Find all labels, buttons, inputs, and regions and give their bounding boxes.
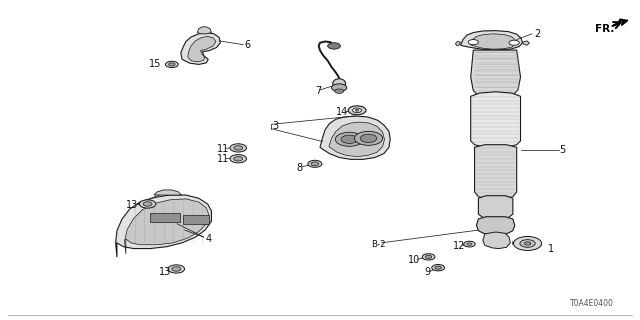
Polygon shape xyxy=(478,196,513,220)
Polygon shape xyxy=(329,122,385,156)
Polygon shape xyxy=(474,145,516,199)
Polygon shape xyxy=(523,41,529,45)
Circle shape xyxy=(355,109,359,111)
Circle shape xyxy=(422,254,435,260)
Circle shape xyxy=(464,241,475,247)
Text: 11: 11 xyxy=(217,154,229,164)
Circle shape xyxy=(230,155,246,163)
Text: 15: 15 xyxy=(149,60,161,69)
Polygon shape xyxy=(180,33,220,64)
Text: FR.: FR. xyxy=(595,24,614,34)
Circle shape xyxy=(353,108,362,113)
Text: 4: 4 xyxy=(205,234,211,244)
Text: 13: 13 xyxy=(159,267,172,277)
Circle shape xyxy=(166,61,178,68)
Circle shape xyxy=(143,202,152,206)
Text: 8: 8 xyxy=(296,163,303,173)
Circle shape xyxy=(328,43,340,49)
Text: B-2: B-2 xyxy=(371,240,385,249)
Circle shape xyxy=(513,236,541,251)
Circle shape xyxy=(509,40,519,45)
Polygon shape xyxy=(476,217,515,235)
Text: 7: 7 xyxy=(315,85,321,96)
FancyBboxPatch shape xyxy=(183,215,209,224)
Polygon shape xyxy=(116,195,211,257)
Circle shape xyxy=(308,160,322,167)
Text: 12: 12 xyxy=(453,241,465,251)
Circle shape xyxy=(432,265,445,271)
Circle shape xyxy=(311,162,319,166)
Circle shape xyxy=(524,242,531,245)
FancyBboxPatch shape xyxy=(150,213,179,222)
Polygon shape xyxy=(470,34,515,49)
Polygon shape xyxy=(461,31,522,50)
Circle shape xyxy=(341,135,358,143)
Circle shape xyxy=(332,84,347,92)
Polygon shape xyxy=(197,27,211,34)
Polygon shape xyxy=(470,50,520,99)
Polygon shape xyxy=(320,116,390,159)
Circle shape xyxy=(467,243,472,245)
Text: 2: 2 xyxy=(534,29,540,39)
Text: 10: 10 xyxy=(408,255,420,265)
Text: 11: 11 xyxy=(217,144,229,154)
Circle shape xyxy=(335,89,344,93)
Polygon shape xyxy=(188,36,216,62)
Circle shape xyxy=(234,156,243,161)
Circle shape xyxy=(426,255,432,259)
Text: 1: 1 xyxy=(548,244,554,253)
Circle shape xyxy=(168,265,184,273)
Circle shape xyxy=(520,240,535,247)
Circle shape xyxy=(140,200,156,208)
Text: 13: 13 xyxy=(125,200,138,210)
Ellipse shape xyxy=(333,79,346,88)
Polygon shape xyxy=(612,19,628,26)
Text: 5: 5 xyxy=(559,146,566,156)
Circle shape xyxy=(348,106,366,115)
Circle shape xyxy=(169,63,175,66)
Circle shape xyxy=(234,146,243,150)
Circle shape xyxy=(360,134,377,142)
Circle shape xyxy=(355,131,383,145)
Polygon shape xyxy=(154,190,181,195)
Circle shape xyxy=(468,40,478,45)
Text: 14: 14 xyxy=(336,107,348,117)
Polygon shape xyxy=(456,42,461,46)
Circle shape xyxy=(172,267,180,271)
Polygon shape xyxy=(125,199,209,254)
Polygon shape xyxy=(470,92,520,147)
Circle shape xyxy=(335,132,364,146)
Text: 6: 6 xyxy=(244,40,250,50)
Text: 9: 9 xyxy=(424,267,430,277)
Circle shape xyxy=(230,144,246,152)
Circle shape xyxy=(435,266,442,269)
Text: 3: 3 xyxy=(272,121,278,131)
Polygon shape xyxy=(483,232,510,249)
Text: T0A4E0400: T0A4E0400 xyxy=(570,299,614,308)
